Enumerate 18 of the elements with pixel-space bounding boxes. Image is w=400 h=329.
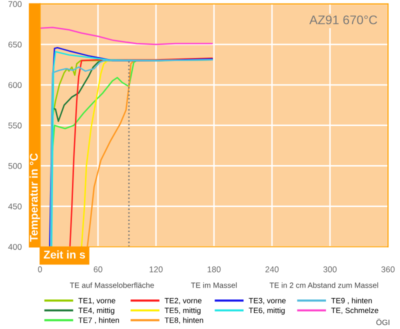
x-tick-label: 120 [150, 266, 163, 272]
y-tick-label: 550 [8, 122, 22, 128]
y-tick-label: 500 [8, 163, 22, 169]
x-axis-title: Zeit in s [44, 250, 86, 259]
x-tick-label: 0 [38, 266, 42, 272]
y-tick-label: 700 [8, 1, 22, 8]
x-tick-label: 180 [208, 266, 221, 272]
y-tick-label: 600 [8, 82, 22, 88]
text: AZ91 670°C [309, 15, 378, 24]
x-tick-label: 300 [323, 266, 337, 272]
y-tick-label: 400 [8, 244, 22, 250]
y-axis-title: Temperatur in °C [30, 153, 40, 242]
x-tick-label: 60 [94, 266, 102, 272]
line-series [40, 26, 213, 46]
x-tick-label: 240 [265, 266, 279, 272]
y-tick-label: 450 [8, 203, 22, 210]
y-tick-label: 650 [8, 42, 22, 48]
x-tick-label: 360 [381, 266, 395, 272]
